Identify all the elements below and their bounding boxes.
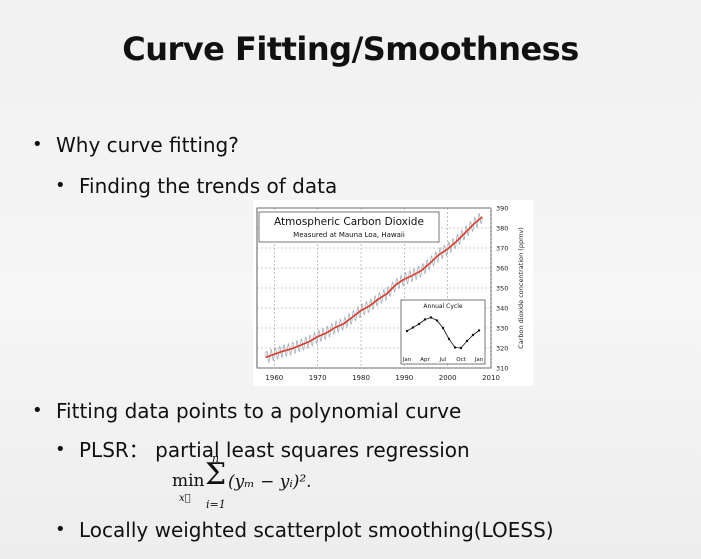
- y-tick-label: 360: [496, 265, 508, 273]
- y-tick-label: 310: [496, 365, 508, 373]
- formula-body: (yₘ − yᵢ)².: [228, 472, 312, 492]
- y-tick-label: 330: [496, 325, 508, 333]
- y-tick-label: 390: [496, 205, 508, 213]
- chart-subtitle: Measured at Mauna Loa, Hawaii: [293, 231, 405, 239]
- inset-tick-label: Jul: [439, 357, 447, 363]
- inset-tick-label: Jan: [402, 357, 412, 363]
- inset-point: [453, 346, 457, 349]
- bullet-dot: •: [55, 439, 66, 460]
- inset-point: [429, 316, 433, 319]
- inset-point: [471, 333, 475, 337]
- x-tick-label: 1970: [309, 374, 327, 382]
- slide-title: Curve Fitting/Smoothness: [122, 30, 579, 68]
- inset-point: [441, 326, 445, 330]
- y-tick-label: 370: [496, 245, 508, 253]
- bullet-text: PLSR： partial least squares regression: [79, 438, 470, 462]
- x-tick-label: 1960: [265, 374, 283, 382]
- inset-tick-label: Apr: [420, 357, 430, 363]
- y-tick-label: 320: [496, 345, 508, 353]
- formula-sum-upper: n: [212, 452, 220, 465]
- bullet-dot: •: [32, 400, 43, 421]
- inset-tick-label: Oct: [456, 357, 466, 363]
- bullet-finding-trends: • Finding the trends of data: [55, 174, 338, 198]
- x-tick-label: 2010: [482, 374, 500, 382]
- inset-point: [417, 322, 421, 326]
- bullet-text: Locally weighted scatterplot smoothing(L…: [79, 518, 554, 542]
- formula-variable: x⃗: [179, 493, 191, 504]
- bullet-dot: •: [55, 175, 66, 196]
- bullet-loess: • Locally weighted scatterplot smoothing…: [55, 518, 554, 542]
- chart-title-box: [258, 211, 440, 243]
- x-tick-label: 1980: [352, 374, 370, 382]
- bullet-dot: •: [55, 519, 66, 540]
- co2-chart: 1960 1970 1980 1990 2000 2010 310 320 330 340 350 3…: [253, 200, 533, 386]
- bullet-text: Finding the trends of data: [79, 174, 338, 198]
- bullet-fitting-polynomial: • Fitting data points to a polynomial cu…: [32, 399, 462, 423]
- inset-title: Annual Cycle: [423, 303, 462, 310]
- inset-point: [459, 346, 463, 350]
- formula-sum-lower: i=1: [206, 498, 226, 511]
- inset-point: [447, 337, 451, 341]
- bullet-text: Fitting data points to a polynomial curv…: [56, 399, 462, 423]
- y-axis-label: Carbon dioxide concentration (ppmv): [517, 227, 525, 349]
- x-tick-label: 1990: [395, 374, 413, 382]
- y-tick-label: 380: [496, 225, 508, 233]
- inset-frame: [400, 299, 486, 365]
- inset-point: [411, 326, 415, 329]
- formula-min: min: [172, 471, 205, 491]
- bullet-dot: •: [32, 134, 43, 155]
- formula-sigma: Σ: [205, 457, 227, 492]
- inset-point: [405, 329, 409, 333]
- y-tick-label: 340: [496, 305, 508, 313]
- least-squares-formula: min x⃗ n Σ i=1 (yₘ − yᵢ)².: [168, 452, 338, 518]
- bullet-plsr: • PLSR： partial least squares regression: [55, 438, 470, 462]
- bullet-text: Why curve fitting?: [56, 133, 239, 157]
- inset-point: [435, 319, 439, 322]
- trend-line: [265, 216, 483, 359]
- inset-point: [477, 329, 481, 332]
- inset-point: [423, 318, 427, 321]
- inset-tick-label: Jan: [474, 357, 484, 363]
- chart-title: Atmospheric Carbon Dioxide: [274, 216, 424, 228]
- bullet-why-curve-fitting: • Why curve fitting?: [32, 133, 239, 157]
- x-tick-label: 2000: [439, 374, 457, 382]
- y-tick-label: 350: [496, 285, 508, 293]
- inset-point: [465, 339, 469, 343]
